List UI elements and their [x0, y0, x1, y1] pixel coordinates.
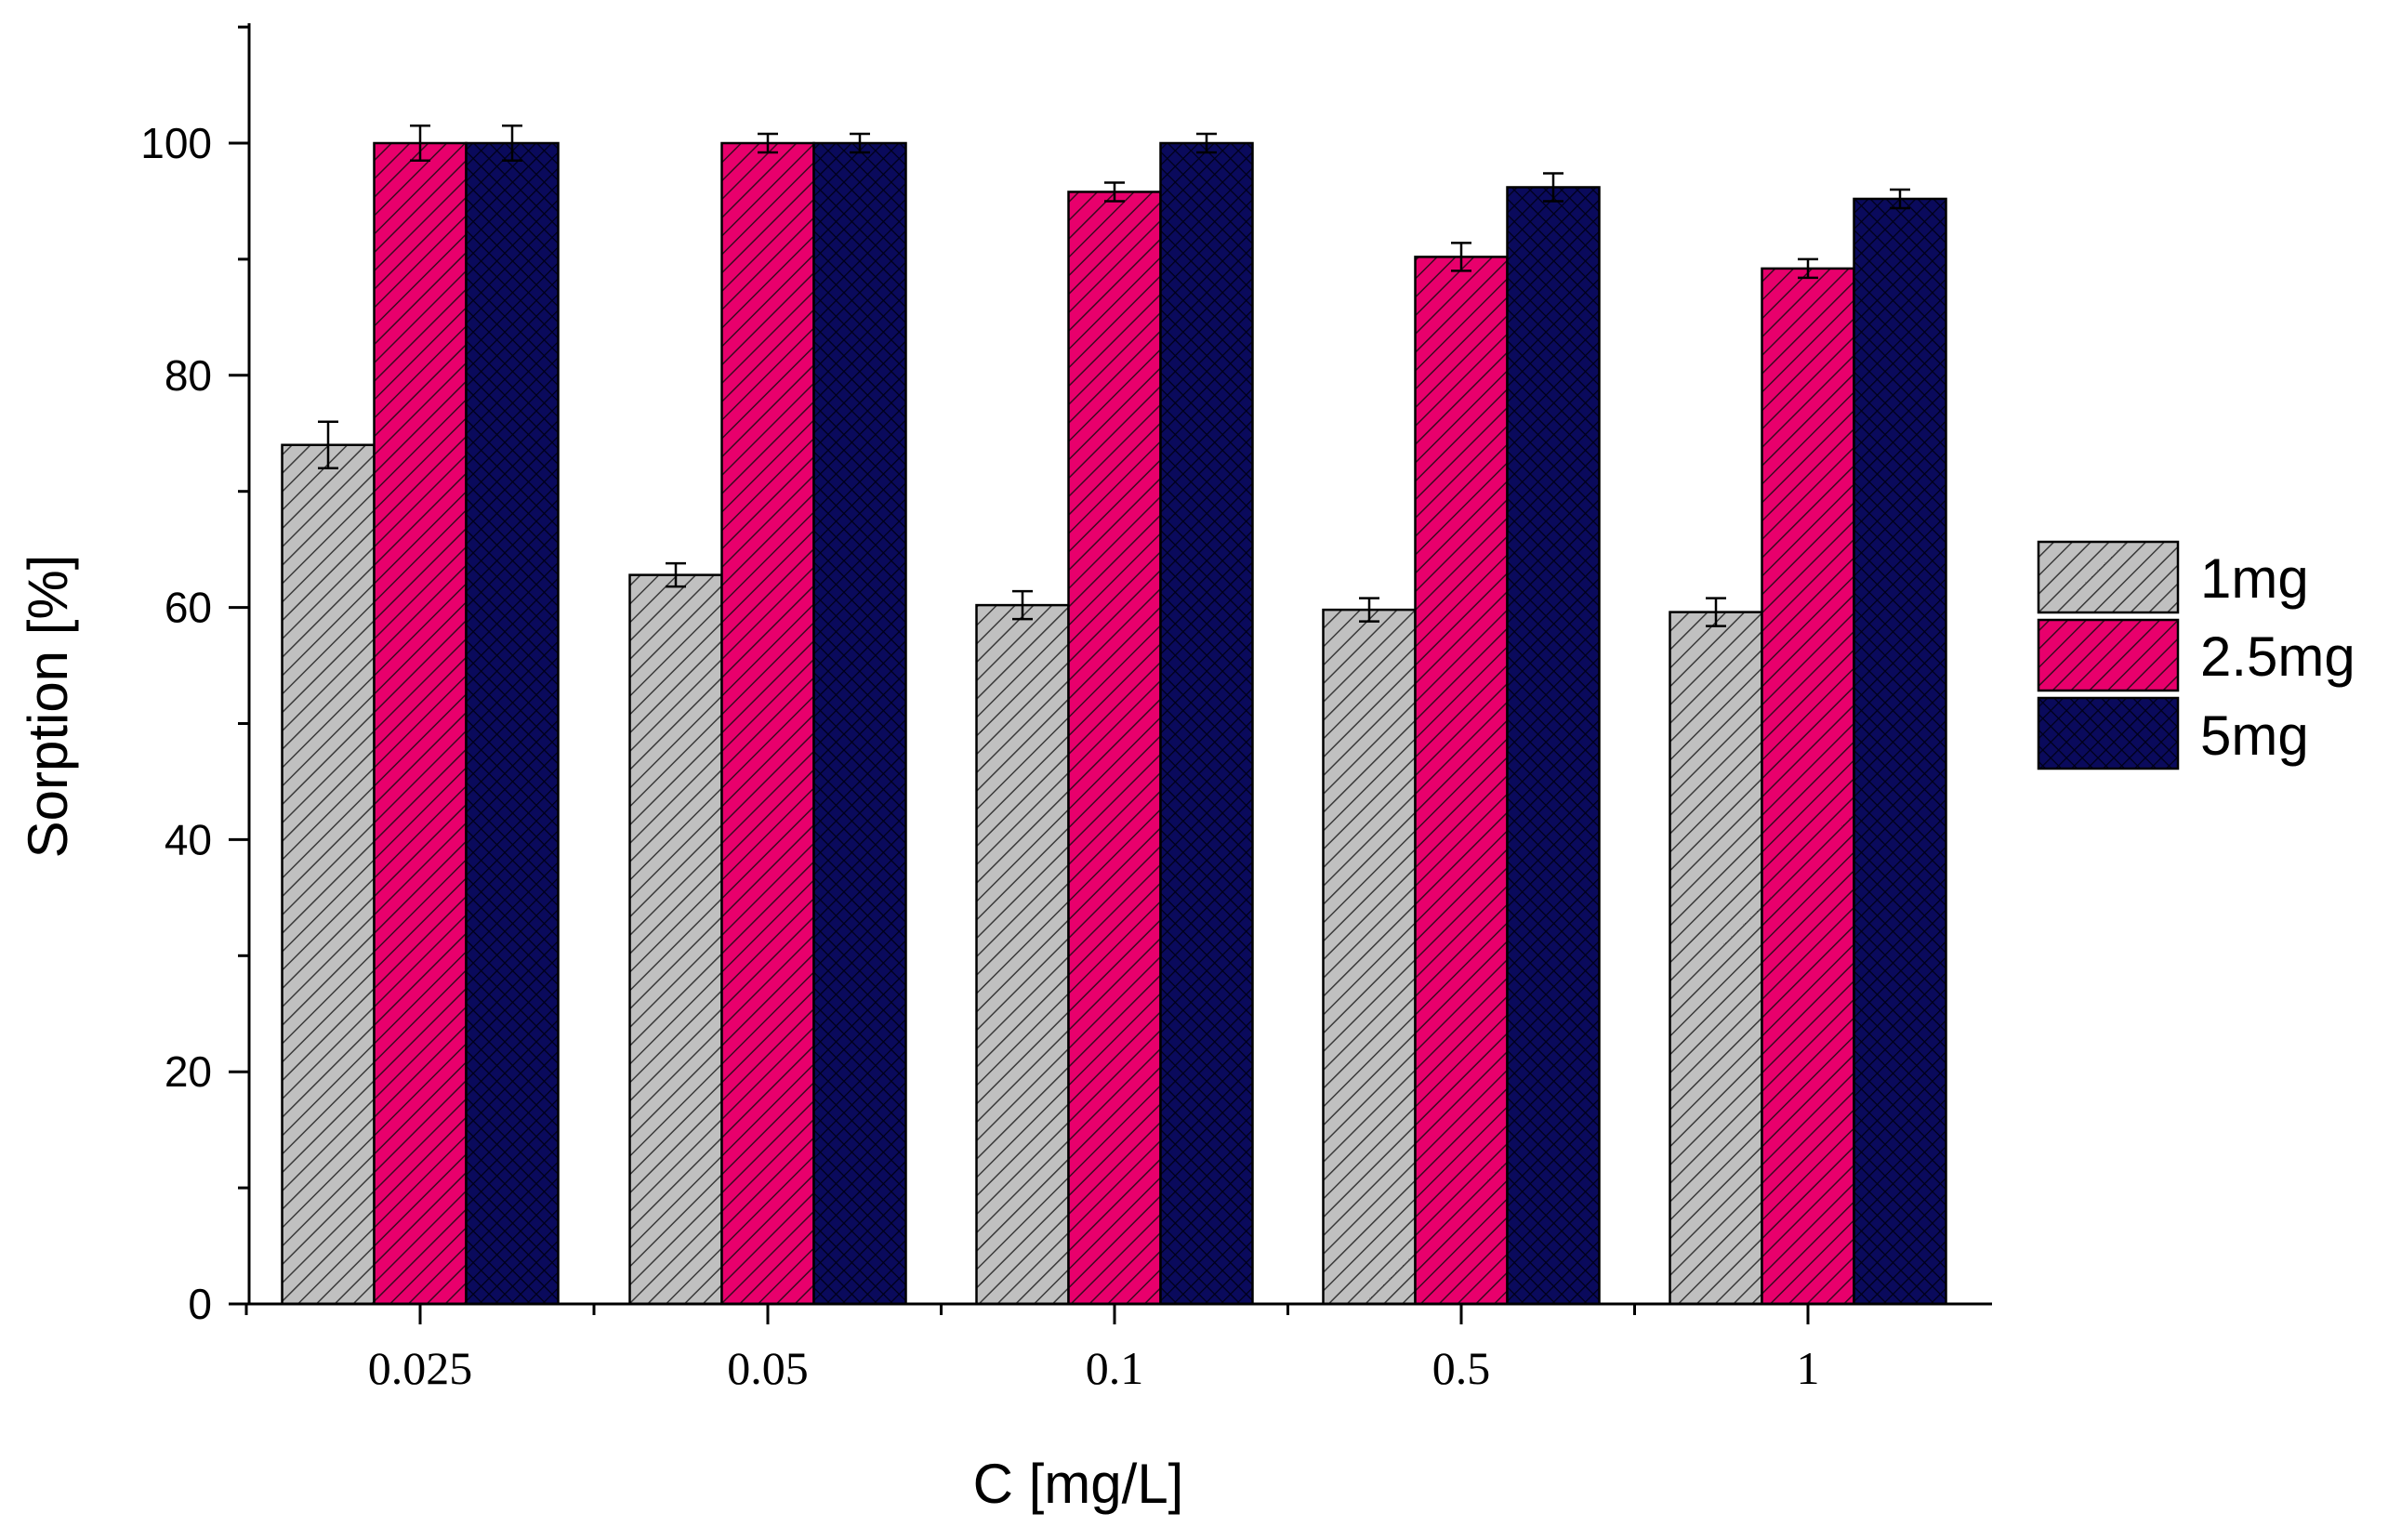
legend-swatch-1mg: [2037, 540, 2180, 614]
x-tick-label: 0.05: [727, 1342, 809, 1394]
error-bar-5mg-0.5: [1543, 172, 1563, 203]
axes-layer: [247, 23, 1992, 1306]
bar-1mg-0.05: [628, 573, 723, 1306]
y-tick-label: 100: [140, 119, 212, 167]
y-tick-label: 40: [165, 815, 212, 863]
error-bars-layer: [318, 125, 1910, 627]
legend-swatch-2-5mg: [2037, 618, 2180, 692]
bar-5mg-0.05: [812, 141, 907, 1306]
y-tick-label: 80: [165, 351, 212, 400]
x-axis-title: C [mg/L]: [973, 1453, 1184, 1515]
legend-swatch-5mg: [2037, 696, 2180, 770]
bar-2-5mg-0.1: [1067, 191, 1162, 1306]
y-axis-title: Sorption [%]: [17, 555, 79, 859]
error-bar-2-5mg-0.025: [410, 125, 430, 162]
y-tick-label: 20: [165, 1047, 212, 1096]
error-bar-5mg-0.025: [502, 125, 522, 162]
bar-2-5mg-0.05: [720, 141, 815, 1306]
error-bar-2-5mg-1: [1798, 257, 1818, 280]
legend-label-1mg: 1mg: [2200, 547, 2309, 610]
error-bar-5mg-1: [1890, 188, 1910, 210]
error-bar-1mg-0.1: [1012, 589, 1033, 621]
y-tick-label: 60: [165, 584, 212, 632]
bar-2-5mg-1: [1761, 267, 1855, 1306]
error-bar-5mg-0.05: [850, 132, 870, 154]
error-bar-1mg-0.05: [666, 561, 686, 588]
bar-1mg-1: [1669, 611, 1763, 1306]
x-tick-label: 1: [1797, 1342, 1820, 1394]
error-bar-2-5mg-0.05: [758, 132, 778, 154]
ticks-layer: 0 20 40 60 80 100 0.025 0.05 0.1 0.5 1: [140, 25, 1820, 1394]
bar-1mg-0.5: [1322, 608, 1417, 1306]
x-tick-label: 0.5: [1432, 1342, 1491, 1394]
bar-2-5mg-0.025: [373, 141, 468, 1306]
error-bar-2-5mg-0.1: [1104, 181, 1125, 203]
y-tick-label: 0: [188, 1280, 212, 1328]
x-tick-label: 0.1: [1086, 1342, 1144, 1394]
error-bar-1mg-0.025: [318, 420, 338, 469]
bar-1mg-0.1: [975, 603, 1070, 1306]
bar-5mg-1: [1853, 197, 1947, 1306]
bars-layer: [281, 141, 1947, 1306]
legend-label-5mg: 5mg: [2200, 704, 2309, 767]
bar-5mg-0.5: [1506, 186, 1601, 1306]
x-tick-label: 0.025: [368, 1342, 473, 1394]
bar-2-5mg-0.5: [1414, 256, 1509, 1306]
bar-1mg-0.025: [281, 443, 376, 1306]
error-bar-1mg-1: [1706, 597, 1726, 627]
error-bar-5mg-0.1: [1196, 132, 1217, 154]
error-bar-1mg-0.5: [1359, 597, 1379, 623]
error-bar-2-5mg-0.5: [1451, 242, 1471, 272]
legend: 1mg 2.5mg 5mg: [2037, 540, 2355, 770]
bar-5mg-0.025: [465, 141, 560, 1306]
legend-label-2-5mg: 2.5mg: [2200, 625, 2355, 688]
bar-5mg-0.1: [1159, 141, 1254, 1306]
